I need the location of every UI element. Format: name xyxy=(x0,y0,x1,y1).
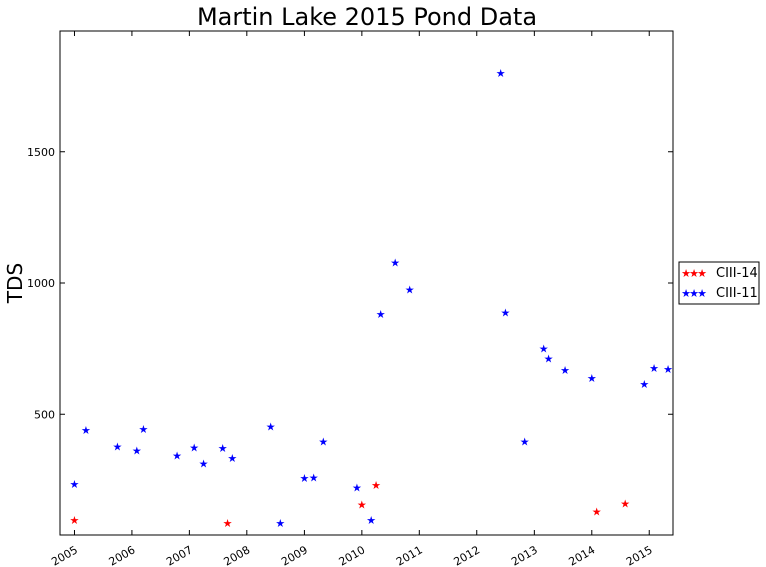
data-point: ★ xyxy=(318,436,328,449)
plot-area xyxy=(59,30,674,536)
data-point: ★ xyxy=(352,481,362,494)
data-point: ★ xyxy=(227,452,237,465)
data-point: ★ xyxy=(500,307,510,320)
data-point: ★ xyxy=(376,308,386,321)
data-point: ★ xyxy=(544,352,554,365)
data-point: ★ xyxy=(520,435,530,448)
y-axis-label: TDS xyxy=(3,263,27,304)
legend-label: CIII-14 xyxy=(716,266,758,281)
x-tick-label: 2005 xyxy=(49,543,80,567)
data-point: ★ xyxy=(70,514,80,527)
y-tick-label: 1500 xyxy=(27,146,55,159)
legend-marker: ★ xyxy=(681,267,691,280)
data-point: ★ xyxy=(81,424,91,437)
data-point: ★ xyxy=(218,442,228,455)
data-point: ★ xyxy=(199,458,209,471)
y-axis: 500 1000 1500 xyxy=(27,146,673,421)
data-point: ★ xyxy=(649,362,659,375)
data-point: ★ xyxy=(366,514,376,527)
data-point: ★ xyxy=(299,472,309,485)
chart-title: Martin Lake 2015 Pond Data xyxy=(197,3,537,31)
legend-marker: ★ xyxy=(697,287,707,300)
data-point: ★ xyxy=(620,498,630,511)
data-point: ★ xyxy=(587,372,597,385)
legend-marker: ★ xyxy=(689,267,699,280)
data-point: ★ xyxy=(275,517,285,530)
legend: ★★★ CIII-14★★★ CIII-11 xyxy=(678,261,760,305)
data-point: ★ xyxy=(132,444,142,457)
x-tick-label: 2012 xyxy=(451,543,482,567)
data-point: ★ xyxy=(309,471,319,484)
data-point: ★ xyxy=(113,440,123,453)
data-point: ★ xyxy=(223,517,233,530)
x-tick-label: 2007 xyxy=(164,543,195,567)
x-tick-label: 2015 xyxy=(624,543,655,567)
data-point: ★ xyxy=(70,478,80,491)
legend-marker: ★ xyxy=(697,267,707,280)
data-point: ★ xyxy=(138,423,148,436)
data-point: ★ xyxy=(560,364,570,377)
data-point: ★ xyxy=(371,479,381,492)
data-point: ★ xyxy=(639,378,649,391)
data-point: ★ xyxy=(592,505,602,518)
data-points: ★ ★★★★★★★★ ★★★★★★★★★★ ★★★★★★★★★★★★★★ ★★ ★ xyxy=(70,67,674,530)
y-tick-label: 500 xyxy=(34,408,55,421)
x-tick-label: 2011 xyxy=(394,543,425,567)
legend-marker: ★ xyxy=(681,287,691,300)
data-point: ★ xyxy=(172,449,182,462)
data-point: ★ xyxy=(496,67,506,80)
legend-marker: ★ xyxy=(689,287,699,300)
x-tick-label: 2008 xyxy=(222,543,253,567)
legend-label: CIII-11 xyxy=(716,286,758,301)
data-point: ★ xyxy=(266,420,276,433)
y-tick-label: 1000 xyxy=(27,277,55,290)
x-tick-label: 2006 xyxy=(107,543,138,567)
x-tick-label: 2009 xyxy=(279,543,310,567)
data-point: ★ xyxy=(390,257,400,270)
data-point: ★ xyxy=(663,363,673,376)
data-point: ★ xyxy=(539,343,549,356)
x-tick-label: 2013 xyxy=(509,543,540,567)
x-tick-label: 2014 xyxy=(567,543,598,567)
data-point: ★ xyxy=(405,284,415,297)
legend-box xyxy=(678,261,760,305)
x-tick-label: 2010 xyxy=(337,543,368,567)
data-point: ★ xyxy=(189,442,199,455)
data-point: ★ xyxy=(357,498,367,511)
